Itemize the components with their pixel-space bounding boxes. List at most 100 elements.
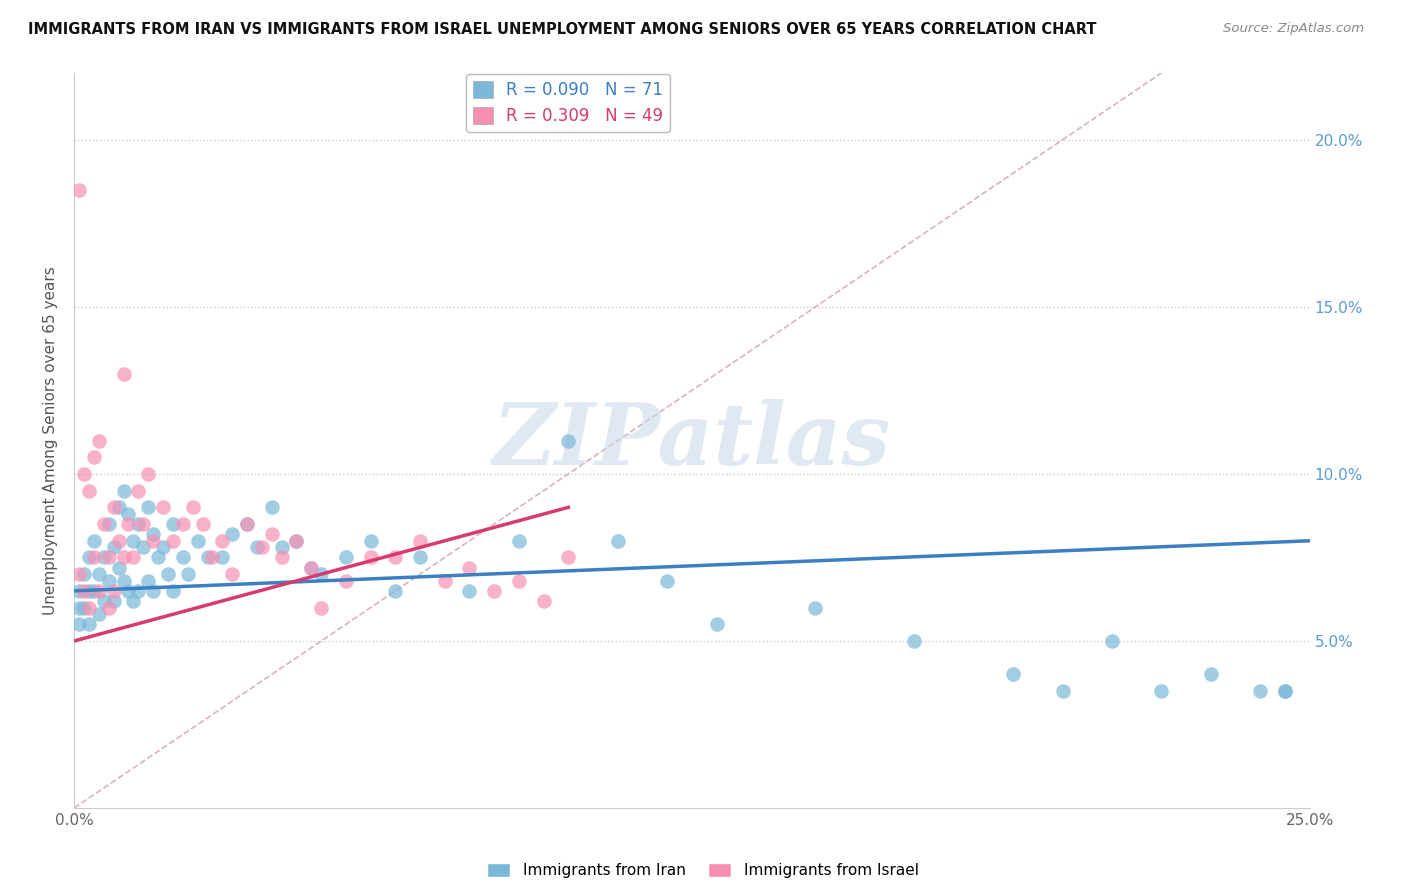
Point (508, 533, 530, 548)
Point (1249, 684, 1271, 698)
Point (122, 550, 145, 565)
Point (187, 533, 209, 548)
Point (122, 594, 145, 608)
Point (67, 183, 90, 197)
Point (117, 583, 139, 598)
Point (384, 550, 406, 565)
Point (142, 533, 165, 548)
Point (152, 541, 174, 555)
Point (309, 600, 332, 615)
Point (142, 583, 165, 598)
Text: IMMIGRANTS FROM IRAN VS IMMIGRANTS FROM ISRAEL UNEMPLOYMENT AMONG SENIORS OVER 6: IMMIGRANTS FROM IRAN VS IMMIGRANTS FROM … (28, 22, 1097, 37)
Point (458, 560, 481, 574)
Point (146, 550, 169, 565)
Point (250, 541, 273, 555)
Point (93, 594, 115, 608)
Point (83, 583, 105, 598)
Point (136, 467, 159, 481)
Point (201, 550, 224, 565)
Point (107, 500, 129, 515)
Point (533, 594, 555, 608)
Point (197, 550, 219, 565)
Point (221, 567, 243, 582)
Point (112, 550, 135, 565)
Point (117, 517, 139, 532)
Point (191, 517, 214, 532)
Point (112, 483, 135, 498)
Point (77, 550, 100, 565)
Point (162, 517, 184, 532)
Point (409, 550, 432, 565)
Point (87, 434, 110, 448)
Point (107, 560, 129, 574)
Text: Source: ZipAtlas.com: Source: ZipAtlas.com (1223, 22, 1364, 36)
Point (67, 567, 90, 582)
Point (103, 583, 125, 598)
Point (1150, 684, 1173, 698)
Point (236, 517, 259, 532)
Point (97, 517, 120, 532)
Point (211, 550, 233, 565)
Y-axis label: Unemployment Among Seniors over 65 years: Unemployment Among Seniors over 65 years (44, 266, 58, 615)
Point (136, 574, 159, 588)
Point (260, 500, 283, 515)
Point (67, 600, 90, 615)
Point (1199, 667, 1222, 681)
Point (156, 567, 179, 582)
Point (103, 500, 125, 515)
Point (482, 583, 505, 598)
Point (335, 574, 357, 588)
Point (122, 533, 145, 548)
Text: ZIPatlas: ZIPatlas (494, 399, 891, 483)
Point (83, 550, 105, 565)
Legend: R = 0.090   N = 71, R = 0.309   N = 49: R = 0.090 N = 71, R = 0.309 N = 49 (467, 74, 671, 132)
Point (87, 607, 110, 622)
Point (804, 600, 827, 615)
Point (260, 527, 283, 541)
Point (335, 550, 357, 565)
Point (97, 574, 120, 588)
Point (132, 541, 155, 555)
Point (557, 550, 579, 565)
Point (181, 500, 204, 515)
Point (87, 583, 110, 598)
Point (117, 507, 139, 521)
Point (246, 541, 269, 555)
Point (77, 483, 100, 498)
Point (162, 533, 184, 548)
Point (73, 467, 96, 481)
Point (557, 434, 579, 448)
Point (458, 583, 481, 598)
Point (112, 574, 135, 588)
Point (152, 500, 174, 515)
Point (706, 617, 728, 632)
Point (112, 367, 135, 381)
Point (127, 483, 149, 498)
Point (67, 617, 90, 632)
Point (433, 574, 456, 588)
Point (177, 567, 200, 582)
Point (172, 517, 194, 532)
Point (409, 533, 432, 548)
Point (657, 574, 679, 588)
Point (142, 527, 165, 541)
Point (97, 600, 120, 615)
Point (299, 560, 322, 574)
Point (127, 583, 149, 598)
Point (236, 517, 259, 532)
Point (77, 617, 100, 632)
Point (508, 574, 530, 588)
Point (87, 567, 110, 582)
Point (270, 550, 292, 565)
Point (136, 500, 159, 515)
Point (384, 583, 406, 598)
Point (270, 541, 292, 555)
Point (903, 634, 925, 648)
Point (1274, 684, 1296, 698)
Point (127, 517, 149, 532)
Point (132, 517, 155, 532)
Point (172, 550, 194, 565)
Point (83, 533, 105, 548)
Point (1052, 684, 1074, 698)
Point (606, 533, 628, 548)
